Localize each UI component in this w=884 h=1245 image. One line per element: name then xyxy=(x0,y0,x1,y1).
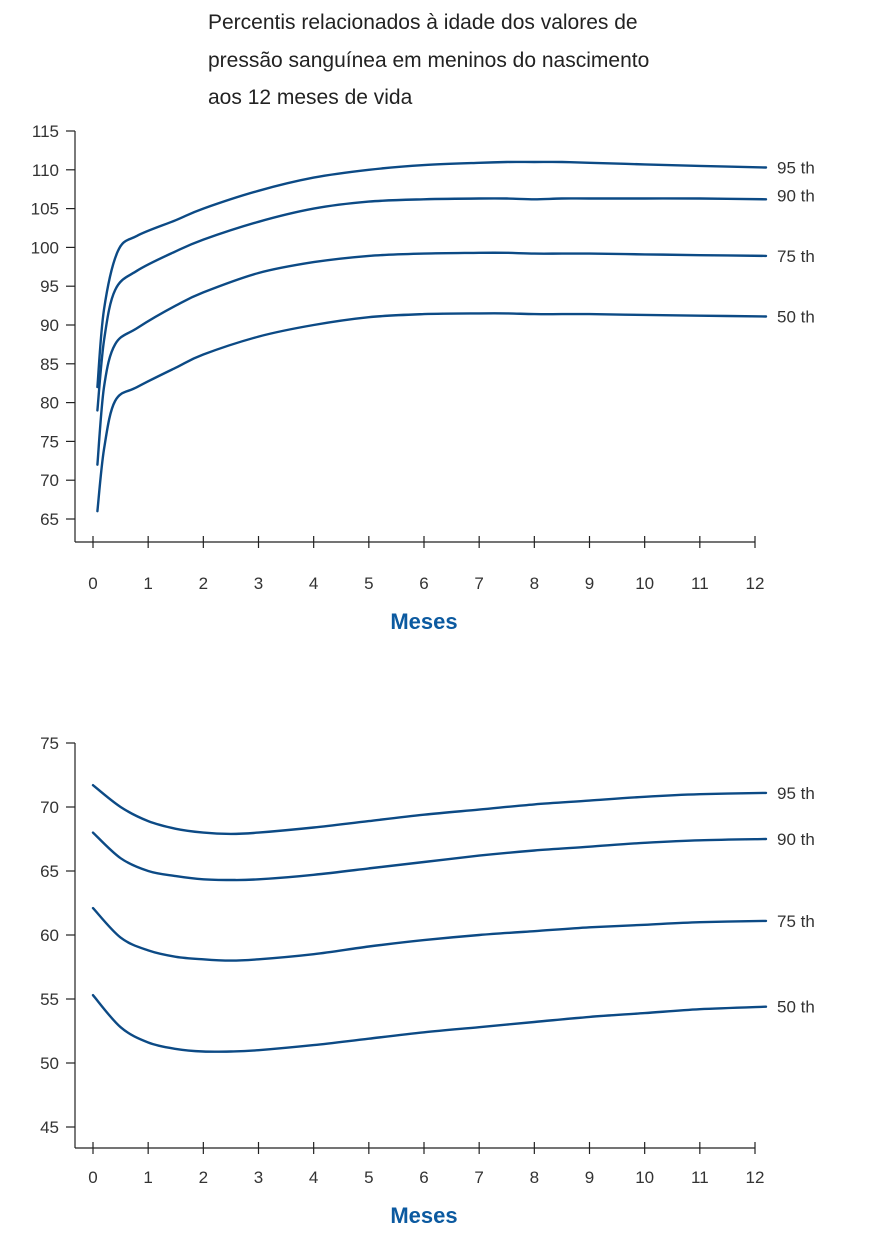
series-line-75th xyxy=(91,906,768,962)
series-label-95th: 95 th xyxy=(777,158,815,177)
y-tick-label: 70 xyxy=(40,798,59,817)
x-tick-label: 11 xyxy=(691,1168,709,1187)
series-label-90th: 90 th xyxy=(777,186,815,205)
y-tick-label: 65 xyxy=(40,862,59,881)
y-tick-label: 70 xyxy=(40,471,59,490)
y-tick-label: 75 xyxy=(40,734,59,753)
x-tick-label: 2 xyxy=(199,574,208,593)
series-line-90th xyxy=(91,831,768,882)
y-tick-label: 55 xyxy=(40,990,59,1009)
x-tick-label: 7 xyxy=(474,1168,483,1187)
x-tick-label: 3 xyxy=(254,574,263,593)
x-tick-label: 12 xyxy=(746,574,765,593)
y-tick-label: 65 xyxy=(40,510,59,529)
series-line-90th xyxy=(96,197,768,412)
x-tick-label: 9 xyxy=(585,1168,594,1187)
x-tick-label: 4 xyxy=(309,574,318,593)
chart-title-line-1: Percentis relacionados à idade dos valor… xyxy=(208,11,638,34)
series-label-50th: 50 th xyxy=(777,307,815,326)
x-tick-label: 2 xyxy=(199,1168,208,1187)
x-tick-label: 6 xyxy=(419,574,428,593)
x-axis-title: Meses xyxy=(390,1203,457,1228)
chart-title: Percentis relacionados à idade dos valor… xyxy=(208,4,808,117)
y-tick-label: 45 xyxy=(40,1118,59,1137)
y-tick-label: 50 xyxy=(40,1054,59,1073)
x-tick-label: 5 xyxy=(364,574,373,593)
series-label-75th: 75 th xyxy=(777,247,815,266)
x-tick-label: 1 xyxy=(143,574,152,593)
x-tick-label: 1 xyxy=(143,1168,152,1187)
x-tick-label: 0 xyxy=(88,1168,97,1187)
chart-title-line-3: aos 12 meses de vida xyxy=(208,86,413,109)
series-line-75th xyxy=(96,251,768,466)
x-tick-label: 10 xyxy=(635,574,654,593)
y-tick-label: 75 xyxy=(40,432,59,451)
series-line-50th xyxy=(91,994,768,1053)
y-tick-label: 105 xyxy=(31,200,59,219)
y-tick-label: 115 xyxy=(32,122,59,141)
x-tick-label: 11 xyxy=(691,574,709,593)
x-tick-label: 8 xyxy=(530,574,539,593)
y-tick-label: 60 xyxy=(40,926,59,945)
series-label-75th: 75 th xyxy=(777,912,815,931)
x-tick-label: 0 xyxy=(88,574,97,593)
y-tick-label: 90 xyxy=(40,316,59,335)
series-label-50th: 50 th xyxy=(777,998,815,1017)
x-tick-label: 6 xyxy=(419,1168,428,1187)
y-tick-label: 95 xyxy=(40,277,59,296)
series-line-95th xyxy=(91,784,768,836)
y-tick-label: 110 xyxy=(32,161,59,180)
chart-title-line-2: pressão sanguínea em meninos do nascimen… xyxy=(208,48,650,72)
x-tick-label: 12 xyxy=(746,1168,765,1187)
series-label-90th: 90 th xyxy=(777,830,815,849)
series-label-95th: 95 th xyxy=(777,784,815,803)
x-tick-label: 7 xyxy=(474,574,483,593)
x-tick-label: 5 xyxy=(364,1168,373,1187)
x-tick-label: 3 xyxy=(254,1168,263,1187)
series-line-95th xyxy=(96,160,768,389)
y-tick-label: 80 xyxy=(40,394,59,413)
x-tick-label: 8 xyxy=(530,1168,539,1187)
y-tick-label: 100 xyxy=(31,238,59,257)
y-tick-label: 85 xyxy=(40,355,59,374)
x-tick-label: 9 xyxy=(585,574,594,593)
x-axis-title: Meses xyxy=(390,609,457,634)
x-tick-label: 4 xyxy=(309,1168,318,1187)
x-tick-label: 10 xyxy=(635,1168,654,1187)
series-line-50th xyxy=(96,312,768,513)
